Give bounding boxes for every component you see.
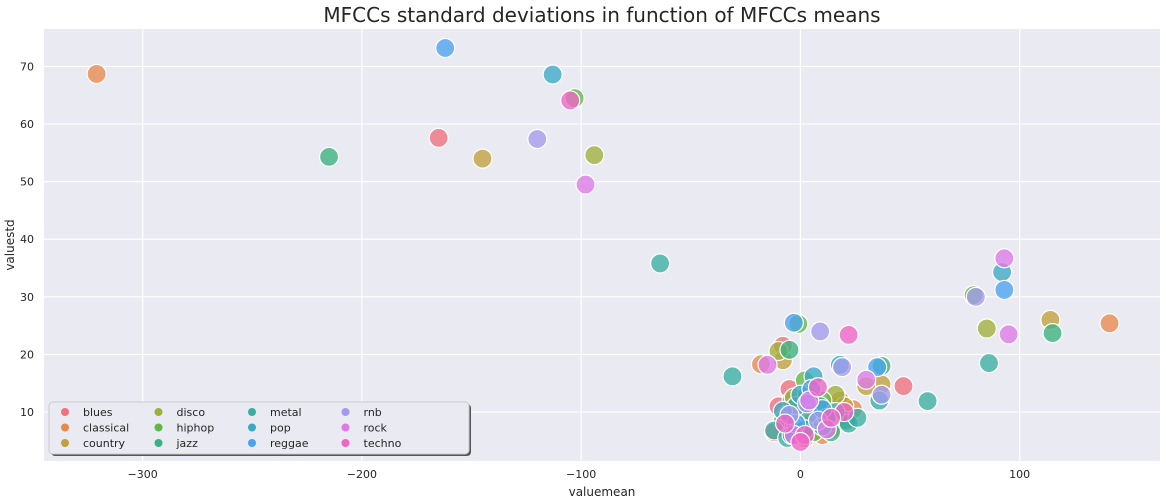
legend-marker-reggae: [248, 439, 256, 447]
data-point-rnb: [810, 321, 831, 342]
legend-label-metal: metal: [270, 406, 302, 419]
legend-marker-jazz: [154, 439, 163, 447]
data-point-jazz: [1042, 323, 1063, 344]
legend-label-rock: rock: [364, 422, 388, 435]
data-point-techno: [807, 377, 829, 398]
y-tick-label: 20: [20, 348, 34, 361]
legend-label-techno: techno: [364, 437, 402, 450]
data-point-pop: [542, 64, 563, 85]
chart-title: MFCCs standard deviations in function of…: [323, 3, 880, 27]
legend-marker-country: [61, 439, 69, 447]
data-point-disco: [584, 145, 605, 166]
legend-marker-metal: [248, 408, 256, 416]
y-tick-label: 70: [20, 60, 34, 73]
legend-marker-techno: [341, 439, 350, 447]
data-point-rock: [998, 324, 1019, 345]
data-point-reggae: [994, 279, 1015, 301]
y-tick-label: 30: [20, 291, 34, 304]
tick-labels: −300 −200 −100 0 100 10 20 30 40 50 60 70: [20, 60, 1030, 481]
data-point-rock: [757, 354, 778, 375]
data-point-rock: [856, 369, 877, 390]
legend-marker-blues: [61, 408, 69, 416]
data-point-metal: [722, 366, 743, 387]
x-tick-label: 0: [797, 468, 804, 481]
x-tick-label: −200: [347, 468, 377, 481]
data-point-classical: [1099, 313, 1120, 334]
data-point-disco: [976, 318, 997, 339]
legend-label-country: country: [83, 437, 126, 450]
data-point-reggae: [435, 37, 456, 59]
legend-marker-rock: [341, 423, 350, 432]
legend-label-hiphop: hiphop: [177, 422, 215, 435]
data-point-jazz: [318, 146, 340, 167]
data-point-rnb: [871, 384, 892, 405]
data-points: [86, 37, 1120, 453]
data-point-rock: [575, 174, 596, 195]
plot-background: [44, 29, 1160, 461]
data-point-techno: [790, 431, 811, 453]
legend-label-disco: disco: [177, 406, 206, 419]
legend-frame: [48, 401, 470, 455]
data-point-blues: [893, 376, 914, 397]
legend-label-pop: pop: [270, 422, 291, 435]
data-point-metal: [978, 352, 1000, 374]
data-point-techno: [838, 324, 859, 345]
legend-label-classical: classical: [83, 422, 129, 435]
data-point-country: [472, 148, 493, 169]
data-point-rnb: [831, 357, 853, 378]
y-tick-label: 50: [20, 176, 34, 189]
data-point-reggae: [783, 312, 804, 333]
legend-marker-disco: [154, 408, 163, 416]
y-tick-label: 10: [20, 406, 34, 419]
data-point-rnb: [527, 128, 548, 150]
data-point-classical: [86, 63, 107, 85]
x-tick-label: −100: [566, 468, 596, 481]
legend-marker-hiphop: [154, 423, 163, 432]
y-axis-label: valuestd: [3, 219, 17, 270]
legend-label-reggae: reggae: [270, 437, 309, 450]
x-axis-label: valuemean: [569, 485, 636, 499]
legend: blues classical country disco hiphop jazz meta…: [48, 401, 471, 456]
legend-label-blues: blues: [83, 406, 113, 419]
y-tick-label: 60: [20, 118, 34, 131]
data-point-blues: [428, 127, 449, 148]
data-point-metal: [917, 390, 938, 412]
legend-marker-rnb: [341, 408, 350, 416]
y-tick-label: 40: [20, 233, 34, 246]
data-point-techno: [774, 413, 796, 434]
data-point-rnb: [965, 286, 986, 307]
data-point-jazz: [779, 339, 800, 360]
legend-marker-classical: [61, 423, 69, 432]
legend-label-jazz: jazz: [176, 437, 199, 450]
legend-marker-pop: [248, 423, 256, 432]
legend-label-rnb: rnb: [364, 406, 382, 419]
data-point-techno: [821, 407, 842, 428]
x-tick-label: 100: [1009, 468, 1030, 481]
data-point-techno: [560, 90, 581, 111]
data-point-metal: [650, 253, 671, 274]
data-point-rock: [994, 248, 1015, 269]
x-tick-label: −300: [128, 468, 158, 481]
